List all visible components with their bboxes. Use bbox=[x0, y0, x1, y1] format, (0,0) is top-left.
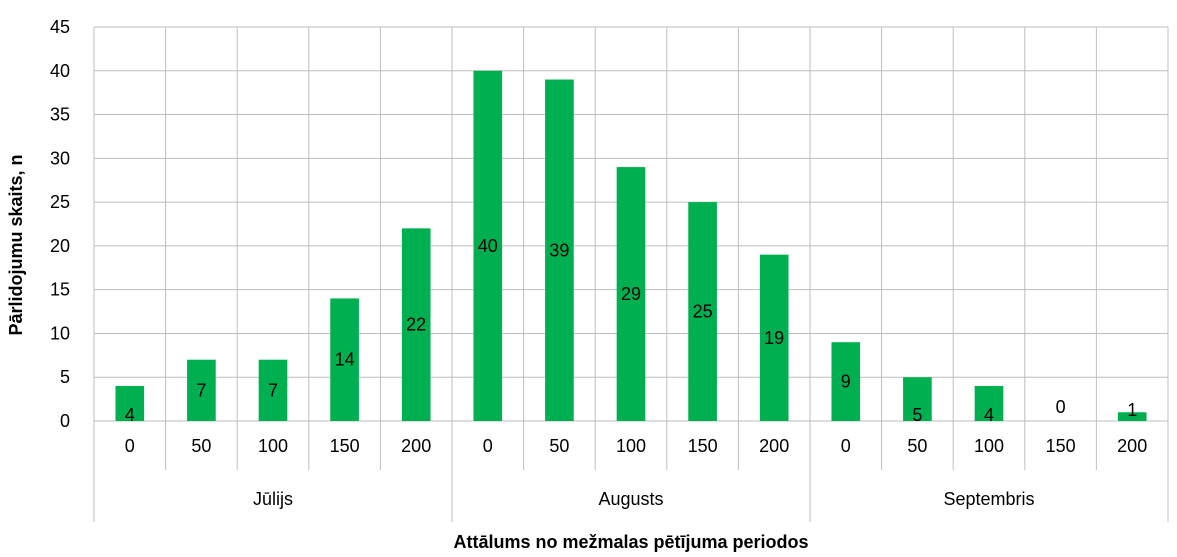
bar bbox=[616, 167, 646, 421]
data-label: 39 bbox=[549, 240, 569, 260]
x-tick-label: 150 bbox=[330, 436, 360, 456]
x-tick-label: 50 bbox=[549, 436, 569, 456]
x-tick-label: 0 bbox=[483, 436, 493, 456]
x-tick-label: 50 bbox=[191, 436, 211, 456]
bar bbox=[831, 342, 861, 421]
data-label: 40 bbox=[478, 236, 498, 256]
data-label: 29 bbox=[621, 284, 641, 304]
bar bbox=[258, 359, 288, 421]
x-axis-ticks: 0 50 100 150 200 0 50 100 150 200 0 50 100 150 200 Jūli… bbox=[125, 436, 1147, 509]
data-label: 4 bbox=[125, 405, 135, 425]
data-label: 22 bbox=[406, 315, 426, 335]
y-tick-label: 30 bbox=[50, 148, 70, 168]
data-label: 0 bbox=[1056, 397, 1066, 417]
x-tick-label: 200 bbox=[1117, 436, 1147, 456]
data-label: 4 bbox=[984, 405, 994, 425]
x-tick-label: 0 bbox=[125, 436, 135, 456]
data-label: 25 bbox=[693, 302, 713, 322]
y-tick-label: 0 bbox=[60, 411, 70, 431]
y-tick-label: 5 bbox=[60, 367, 70, 387]
y-axis-ticks: 0 5 10 15 20 25 30 35 40 45 bbox=[50, 17, 70, 431]
y-tick-label: 45 bbox=[50, 17, 70, 37]
bar bbox=[688, 202, 717, 421]
bar bbox=[759, 254, 789, 421]
data-label: 7 bbox=[196, 380, 206, 400]
data-label: 9 bbox=[841, 372, 851, 392]
y-tick-label: 40 bbox=[50, 61, 70, 81]
data-label: 1 bbox=[1127, 400, 1137, 420]
bar bbox=[545, 79, 574, 422]
bar bbox=[330, 298, 359, 421]
bar bbox=[903, 377, 932, 421]
data-label: 5 bbox=[912, 405, 922, 425]
x-tick-label: 50 bbox=[907, 436, 927, 456]
data-label: 7 bbox=[268, 380, 278, 400]
y-tick-label: 20 bbox=[50, 236, 70, 256]
group-label: Jūlijs bbox=[253, 489, 293, 509]
x-tick-label: 0 bbox=[841, 436, 851, 456]
bars bbox=[115, 70, 1147, 422]
y-tick-label: 35 bbox=[50, 105, 70, 125]
x-tick-label: 100 bbox=[616, 436, 646, 456]
y-tick-label: 10 bbox=[50, 323, 70, 343]
x-tick-label: 200 bbox=[759, 436, 789, 456]
x-tick-label: 100 bbox=[258, 436, 288, 456]
x-axis-title: Attālums no mežmalas pētījuma periodos bbox=[453, 532, 808, 552]
x-tick-label: 100 bbox=[974, 436, 1004, 456]
data-label: 19 bbox=[764, 328, 784, 348]
bar bbox=[473, 70, 503, 422]
bar bbox=[401, 228, 431, 421]
y-tick-label: 25 bbox=[50, 192, 70, 212]
bar bbox=[115, 385, 145, 421]
group-label: Augusts bbox=[598, 489, 663, 509]
x-tick-label: 150 bbox=[688, 436, 718, 456]
bar bbox=[187, 359, 216, 421]
group-label: Septembris bbox=[943, 489, 1034, 509]
y-axis-title: Pārlidojumu skaits, n bbox=[6, 154, 26, 335]
x-tick-label: 150 bbox=[1046, 436, 1076, 456]
bar bbox=[974, 385, 1004, 421]
x-tick-label: 200 bbox=[401, 436, 431, 456]
data-label: 14 bbox=[335, 350, 355, 370]
y-tick-label: 15 bbox=[50, 280, 70, 300]
bar bbox=[1117, 412, 1147, 421]
